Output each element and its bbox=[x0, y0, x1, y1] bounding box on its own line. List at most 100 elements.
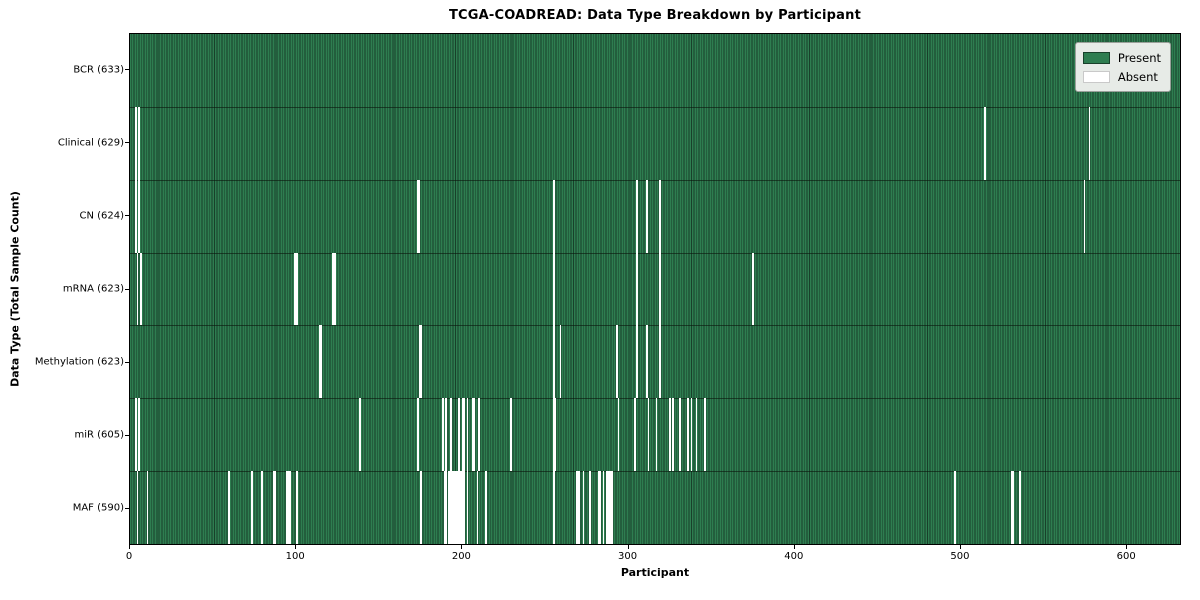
legend: Present Absent bbox=[1074, 42, 1171, 92]
absent-marker bbox=[295, 252, 298, 326]
absent-marker bbox=[559, 325, 562, 399]
y-tick-mark bbox=[125, 288, 129, 290]
absent-marker bbox=[552, 471, 555, 545]
absent-marker bbox=[647, 398, 650, 472]
absent-marker bbox=[458, 398, 461, 472]
absent-marker bbox=[471, 398, 474, 472]
x-tick-mark bbox=[295, 545, 297, 549]
absent-marker bbox=[416, 179, 419, 253]
absent-marker bbox=[1019, 471, 1021, 545]
absent-marker bbox=[418, 325, 421, 399]
absent-marker bbox=[1010, 471, 1013, 545]
absent-marker bbox=[634, 398, 636, 472]
absent-marker bbox=[274, 471, 276, 545]
x-tick-mark bbox=[461, 545, 463, 549]
absent-marker bbox=[554, 398, 557, 472]
x-tick-label-400: 400 bbox=[784, 551, 804, 562]
absent-marker bbox=[954, 471, 957, 545]
absent-marker bbox=[463, 471, 466, 545]
y-tick-mark bbox=[125, 507, 129, 509]
x-tick-label-300: 300 bbox=[618, 551, 638, 562]
absent-marker bbox=[450, 471, 452, 545]
absent-marker bbox=[420, 471, 422, 545]
absent-marker bbox=[669, 398, 671, 472]
absent-marker bbox=[984, 106, 986, 180]
absent-marker bbox=[645, 325, 648, 399]
x-tick-label-500: 500 bbox=[950, 551, 970, 562]
y-tick-mark bbox=[125, 69, 129, 71]
absent-marker bbox=[418, 179, 421, 253]
absent-marker bbox=[451, 471, 454, 545]
present-swatch-icon bbox=[1082, 51, 1110, 64]
y-tick-label-mir: miR (605) bbox=[74, 429, 124, 441]
absent-marker bbox=[1012, 471, 1015, 545]
absent-marker bbox=[295, 471, 298, 545]
absent-marker bbox=[655, 398, 658, 472]
x-tick-mark bbox=[793, 545, 795, 549]
absent-marker bbox=[134, 106, 137, 180]
y-tick-label-maf: MAF (590) bbox=[72, 502, 124, 514]
absent-marker bbox=[611, 471, 613, 545]
absent-marker bbox=[552, 398, 555, 472]
absent-marker bbox=[294, 252, 296, 326]
y-tick-mark bbox=[125, 215, 129, 217]
absent-marker bbox=[599, 471, 602, 545]
y-tick-mark bbox=[125, 142, 129, 144]
absent-marker bbox=[645, 179, 648, 253]
y-axis-tick-labels: BCR (633) Clinical (629) CN (624) mRNA (623… bbox=[0, 33, 129, 545]
x-axis-label: Participant bbox=[620, 566, 690, 579]
absent-marker bbox=[672, 398, 675, 472]
absent-marker bbox=[552, 325, 555, 399]
absent-marker bbox=[461, 398, 464, 472]
plot-area: Present Absent bbox=[129, 33, 1181, 545]
absent-marker bbox=[261, 471, 263, 545]
absent-marker bbox=[690, 398, 693, 472]
absent-marker bbox=[635, 325, 638, 399]
x-axis-ticks: 0 100 200 300 400 500 600 bbox=[126, 545, 1181, 575]
absent-marker bbox=[617, 398, 620, 472]
absent-marker bbox=[602, 471, 605, 545]
absent-marker bbox=[752, 252, 754, 326]
absent-marker bbox=[576, 471, 578, 545]
absent-marker bbox=[320, 325, 323, 399]
absent-marker bbox=[453, 471, 456, 545]
absent-marker bbox=[609, 471, 612, 545]
absent-marker bbox=[420, 325, 422, 399]
absent-marker bbox=[582, 471, 585, 545]
row-band-cn bbox=[130, 179, 1180, 253]
x-tick-mark bbox=[129, 545, 130, 549]
absent-marker bbox=[577, 471, 580, 545]
absent-marker bbox=[443, 471, 446, 545]
absent-marker bbox=[597, 471, 600, 545]
x-tick-mark bbox=[627, 545, 629, 549]
absent-marker bbox=[448, 471, 451, 545]
absent-marker bbox=[251, 471, 253, 545]
y-tick-mark bbox=[125, 361, 129, 363]
absent-marker bbox=[552, 179, 555, 253]
absent-marker bbox=[1088, 106, 1091, 180]
absent-marker bbox=[473, 398, 476, 472]
absent-marker bbox=[319, 325, 321, 399]
absent-marker bbox=[476, 471, 479, 545]
absent-marker bbox=[458, 471, 461, 545]
absent-marker bbox=[134, 179, 137, 253]
absent-marker bbox=[146, 471, 149, 545]
y-tick-label-methylation: Methylation (623) bbox=[34, 356, 124, 368]
absent-marker bbox=[466, 471, 469, 545]
y-tick-label-cn: CN (624) bbox=[79, 210, 124, 222]
x-tick-mark bbox=[959, 545, 961, 549]
absent-marker bbox=[635, 252, 638, 326]
row-band-mir bbox=[130, 398, 1180, 472]
absent-marker bbox=[445, 398, 447, 472]
x-tick-label-600: 600 bbox=[1116, 551, 1136, 562]
x-tick-mark bbox=[1126, 545, 1128, 549]
absent-marker bbox=[606, 471, 608, 545]
absent-marker bbox=[138, 398, 140, 472]
absent-marker bbox=[138, 106, 140, 180]
absent-marker bbox=[589, 471, 592, 545]
legend-item-absent: Absent bbox=[1082, 67, 1161, 86]
absent-marker bbox=[1083, 179, 1086, 253]
absent-marker bbox=[450, 398, 452, 472]
absent-marker bbox=[139, 252, 142, 326]
